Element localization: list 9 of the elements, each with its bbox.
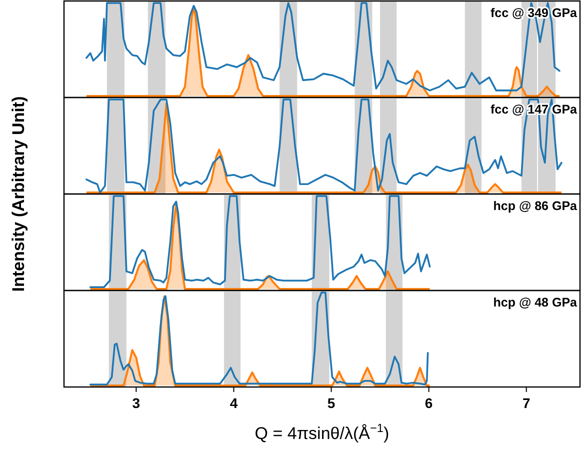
- x-tick-label: 7: [522, 395, 530, 411]
- y-axis-title: Intensity (Arbitrary Unit): [9, 96, 28, 292]
- annotation: hcp @ 48 GPa: [493, 296, 578, 310]
- x-tick-label: 4: [230, 395, 238, 411]
- x-tick-label: 6: [424, 395, 433, 411]
- x-tick-label: 3: [132, 395, 140, 411]
- x-tick-label: 5: [327, 395, 336, 411]
- x-axis-title: Q = 4πsinθ/λ(Å$^{−1}$): [254, 421, 390, 443]
- annotation: hcp @ 86 GPa: [493, 199, 578, 213]
